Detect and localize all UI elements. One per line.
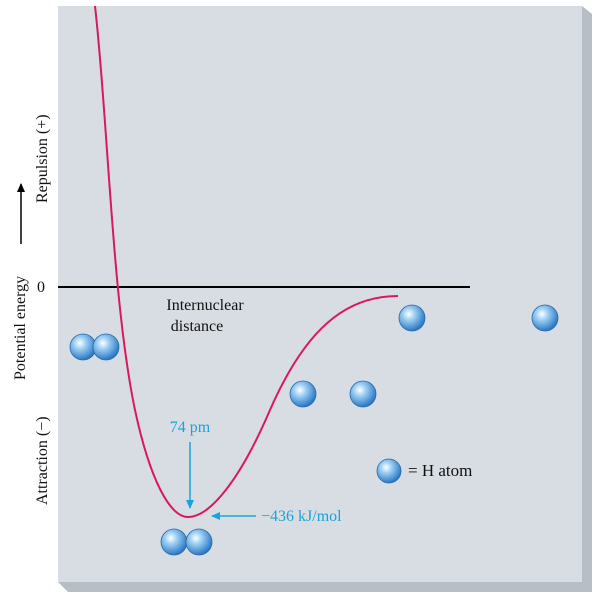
legend: = H atom [376, 458, 472, 484]
h-atom-icon [349, 380, 377, 408]
h-atom-icon [69, 333, 97, 361]
zero-tick-label: 0 [37, 279, 45, 296]
y-axis-positive-label: Repulsion (+) [34, 114, 51, 203]
legend-label: = H atom [408, 461, 472, 480]
h-atom-icon [92, 333, 120, 361]
atom-pair-close [69, 333, 120, 361]
atom-pair-far [398, 304, 559, 332]
y-axis-negative-label: Attraction (−) [34, 416, 51, 505]
atom-pair-bonded [160, 528, 213, 556]
x-axis-title-line: Internuclear [166, 297, 244, 314]
x-axis-title: Internuclear distance [166, 297, 244, 335]
series-line [94, 5, 399, 519]
atom-pair-medium [289, 380, 377, 408]
minimum-distance-label: 74 pm [170, 419, 211, 436]
x-axis-title-line: distance [171, 318, 223, 335]
h-atom-icon [398, 304, 426, 332]
h-atom-icon [160, 528, 188, 556]
y-axis-title: Potential energy [12, 276, 29, 380]
h-atom-icon [531, 304, 559, 332]
h-atom-icon [185, 528, 213, 556]
minimum-energy-label: −436 kJ/mol [261, 508, 342, 525]
h-atom-icon [289, 380, 317, 408]
legend-h-atom-icon [376, 458, 402, 484]
plot-panel [58, 6, 582, 582]
